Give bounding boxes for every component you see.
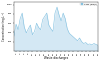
X-axis label: Waste discharges: Waste discharges xyxy=(44,56,68,60)
Y-axis label: Concentration (mg.L⁻¹): Concentration (mg.L⁻¹) xyxy=(2,12,6,41)
Legend: COD (mg/L): COD (mg/L) xyxy=(80,3,98,5)
